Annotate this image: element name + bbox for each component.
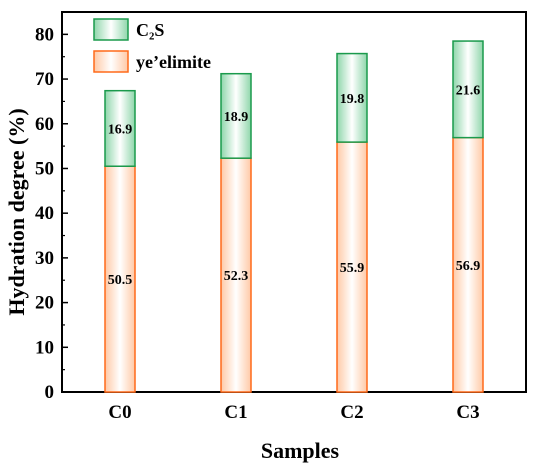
x-axis-title: Samples [261, 438, 340, 463]
y-tick-label: 10 [35, 337, 54, 358]
y-tick-label: 60 [35, 114, 54, 135]
x-axis: C0 C1 C2 C3 [108, 386, 480, 423]
x-tick-label: C2 [340, 402, 363, 423]
bar-c2s-c2 [336, 52, 368, 143]
y-tick-label: 50 [35, 158, 54, 179]
bar-c2s-c0 [104, 89, 136, 167]
y-tick-label: 30 [35, 248, 54, 269]
data-label: 19.8 [340, 92, 365, 107]
bar-yeelimite-c0 [104, 165, 136, 393]
x-tick-label: C0 [108, 402, 131, 423]
bar-yeelimite-c3 [452, 136, 484, 393]
data-label: 18.9 [224, 110, 249, 125]
plot-frame [61, 11, 527, 393]
legend-label: C₂S [136, 20, 164, 40]
data-label: 56.9 [456, 259, 481, 274]
bar-yeelimite-c1 [220, 157, 252, 393]
y-tick-label: 0 [45, 382, 55, 403]
data-label: 50.5 [108, 273, 133, 288]
y-tick-label: 40 [35, 203, 54, 224]
y-axis: 0 10 20 30 40 50 60 70 80 [35, 24, 68, 403]
y-tick-label: 80 [35, 24, 54, 45]
y-axis-title: Hydration degree (%) [4, 108, 29, 315]
data-label: 16.9 [108, 122, 133, 137]
legend-swatch [93, 50, 129, 73]
bars: 50.5 16.9 52.3 18.9 55.9 19.8 56.9 21.6 [104, 40, 484, 393]
x-tick-label: C3 [456, 402, 479, 423]
y-tick-label: 70 [35, 69, 54, 90]
legend: C₂S ye’elimite [93, 18, 211, 73]
bar-c2s-c3 [452, 40, 484, 139]
data-label: 55.9 [340, 261, 365, 276]
bar-yeelimite-c2 [336, 141, 368, 393]
data-label: 21.6 [456, 83, 481, 98]
legend-label: ye’elimite [136, 52, 211, 72]
y-tick-label: 20 [35, 293, 54, 314]
x-tick-label: C1 [224, 402, 247, 423]
plot-border [61, 11, 527, 393]
data-label: 52.3 [224, 269, 249, 284]
bar-c2s-c1 [220, 72, 252, 159]
legend-swatch [93, 18, 129, 41]
